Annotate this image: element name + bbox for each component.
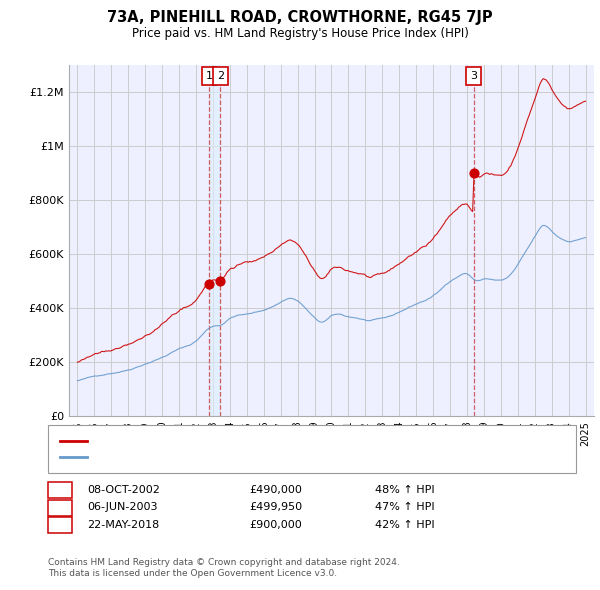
Text: Price paid vs. HM Land Registry's House Price Index (HPI): Price paid vs. HM Land Registry's House … (131, 27, 469, 40)
Text: This data is licensed under the Open Government Licence v3.0.: This data is licensed under the Open Gov… (48, 569, 337, 578)
Text: £499,950: £499,950 (249, 503, 302, 512)
Text: £900,000: £900,000 (249, 520, 302, 530)
Bar (209, 65, 220, 416)
Text: 73A, PINEHILL ROAD, CROWTHORNE, RG45 7JP (detached house): 73A, PINEHILL ROAD, CROWTHORNE, RG45 7JP… (90, 436, 429, 445)
Text: £490,000: £490,000 (249, 485, 302, 494)
Point (204, 279, 214, 289)
Text: Contains HM Land Registry data © Crown copyright and database right 2024.: Contains HM Land Registry data © Crown c… (48, 558, 400, 566)
Text: 2: 2 (217, 71, 224, 81)
Text: 1: 1 (206, 71, 212, 81)
Text: 48% ↑ HPI: 48% ↑ HPI (375, 485, 434, 494)
Text: 73A, PINEHILL ROAD, CROWTHORNE, RG45 7JP: 73A, PINEHILL ROAD, CROWTHORNE, RG45 7JP (107, 10, 493, 25)
Text: 47% ↑ HPI: 47% ↑ HPI (375, 503, 434, 512)
Text: 42% ↑ HPI: 42% ↑ HPI (375, 520, 434, 530)
Text: 3: 3 (56, 520, 64, 530)
Text: 1: 1 (56, 485, 64, 494)
Point (215, 276, 225, 286)
Text: HPI: Average price, detached house, Bracknell Forest: HPI: Average price, detached house, Brac… (90, 453, 367, 462)
Text: 08-OCT-2002: 08-OCT-2002 (87, 485, 160, 494)
Text: 06-JUN-2003: 06-JUN-2003 (87, 503, 157, 512)
Point (469, 168, 478, 178)
Text: 22-MAY-2018: 22-MAY-2018 (87, 520, 159, 530)
Text: 2: 2 (56, 503, 64, 512)
Text: 3: 3 (470, 71, 477, 81)
